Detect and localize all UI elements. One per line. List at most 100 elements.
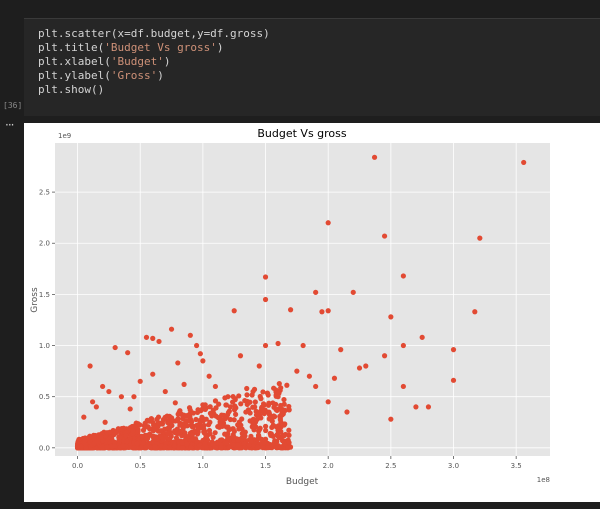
scatter-point: [286, 403, 292, 410]
scatter-point: [218, 444, 224, 451]
scatter-point: [201, 430, 208, 436]
scatter-point: [232, 411, 239, 417]
scatter-point: [150, 434, 156, 440]
scatter-point: [227, 416, 233, 423]
scatter-point: [130, 427, 136, 434]
scatter-point: [275, 340, 281, 347]
scatter-point: [268, 432, 274, 438]
scatter-point: [165, 425, 172, 431]
scatter-point: [319, 309, 325, 315]
y-tick-label: 2.5: [39, 189, 50, 197]
scatter-point: [95, 438, 101, 444]
scatter-point: [255, 444, 261, 450]
execution-count: [36]: [3, 101, 23, 110]
scatter-point: [400, 273, 406, 279]
scatter-point: [271, 414, 278, 420]
scatter-point: [184, 441, 190, 447]
scatter-point: [209, 413, 215, 419]
scatter-point: [306, 373, 312, 379]
scatter-chart: 0.0 0.5 1.0 1.5 2.0 2.5 3.0 3.5 0.0 0.5 1.0 1.5 2.0 2…: [30, 127, 550, 487]
scatter-point: [146, 418, 152, 424]
scatter-point: [262, 407, 268, 413]
scatter-point: [294, 368, 300, 374]
scatter-point: [231, 417, 237, 423]
more-horizontal-icon[interactable]: ···: [5, 118, 15, 132]
x-tick-label: 3.5: [511, 462, 522, 470]
scatter-point: [106, 388, 112, 395]
scatter-point: [158, 434, 164, 440]
scatter-point: [112, 344, 118, 351]
scatter-point: [275, 430, 282, 436]
scatter-point: [225, 394, 231, 400]
scatter-point: [235, 442, 241, 448]
scatter-point: [231, 442, 237, 448]
scatter-point: [78, 443, 84, 450]
scatter-point: [120, 443, 126, 449]
scatter-point: [252, 399, 258, 405]
scatter-point: [127, 406, 133, 412]
scatter-point: [242, 398, 248, 404]
scatter-point: [100, 383, 106, 390]
scatter-point: [144, 436, 150, 442]
scatter-point: [239, 416, 245, 422]
x-tick-label: 0.0: [72, 462, 83, 470]
scatter-point: [111, 431, 117, 438]
scatter-point: [147, 444, 153, 451]
scatter-point: [226, 444, 232, 451]
scatter-point: [168, 326, 175, 332]
scatter-point: [172, 400, 178, 406]
scatter-point: [150, 371, 156, 377]
code-line: plt.xlabel('Budget'): [38, 55, 171, 68]
scatter-point: [257, 393, 263, 400]
scatter-point: [99, 444, 106, 451]
scatter-point: [207, 404, 213, 410]
scatter-point: [145, 424, 151, 430]
chart-title: Budget Vs gross: [257, 127, 347, 140]
scatter-point: [261, 402, 267, 408]
scatter-point: [162, 388, 168, 395]
scatter-point: [179, 411, 185, 417]
scatter-point: [222, 431, 228, 437]
scatter-point: [152, 444, 158, 450]
scatter-point: [242, 433, 248, 439]
scatter-point: [255, 410, 262, 417]
scatter-point: [117, 435, 123, 441]
scatter-point: [82, 438, 88, 444]
scatter-point: [279, 438, 286, 444]
scatter-point: [199, 414, 205, 420]
scatter-point: [363, 363, 369, 369]
scatter-point: [118, 394, 125, 400]
scatter-point: [171, 443, 178, 449]
scatter-point: [223, 402, 229, 408]
scatter-point: [381, 233, 388, 239]
scatter-point: [179, 440, 186, 446]
scatter-point: [331, 375, 338, 381]
scatter-point: [175, 418, 181, 424]
scatter-point: [164, 430, 171, 437]
scatter-point: [400, 383, 406, 390]
scatter-point: [217, 420, 223, 426]
scatter-point: [450, 347, 457, 353]
scatter-point: [325, 399, 331, 405]
scatter-point: [102, 419, 108, 425]
scatter-point: [184, 422, 190, 428]
scatter-point: [521, 159, 527, 166]
scatter-point: [210, 434, 216, 440]
scatter-point: [168, 419, 175, 425]
y-tick-label: 1.0: [39, 342, 50, 350]
scatter-point: [419, 334, 425, 340]
scatter-point: [237, 353, 244, 359]
scatter-point: [266, 410, 272, 416]
code-cell[interactable]: plt.scatter(x=df.budget,y=df.gross) plt.…: [24, 18, 600, 116]
scatter-point: [350, 289, 356, 295]
scatter-point: [143, 334, 150, 340]
scatter-point: [262, 342, 269, 349]
scatter-point: [131, 394, 137, 400]
scatter-point: [413, 404, 419, 410]
scatter-point: [137, 378, 143, 384]
scatter-point: [192, 428, 198, 434]
scatter-point: [325, 220, 331, 226]
scatter-point: [273, 389, 279, 395]
axis-ticks: 0.0 0.5 1.0 1.5 2.0 2.5 3.0 3.5 0.0 0.5 1.0 1.5 2.0 2…: [39, 189, 522, 470]
scatter-point: [338, 347, 344, 353]
